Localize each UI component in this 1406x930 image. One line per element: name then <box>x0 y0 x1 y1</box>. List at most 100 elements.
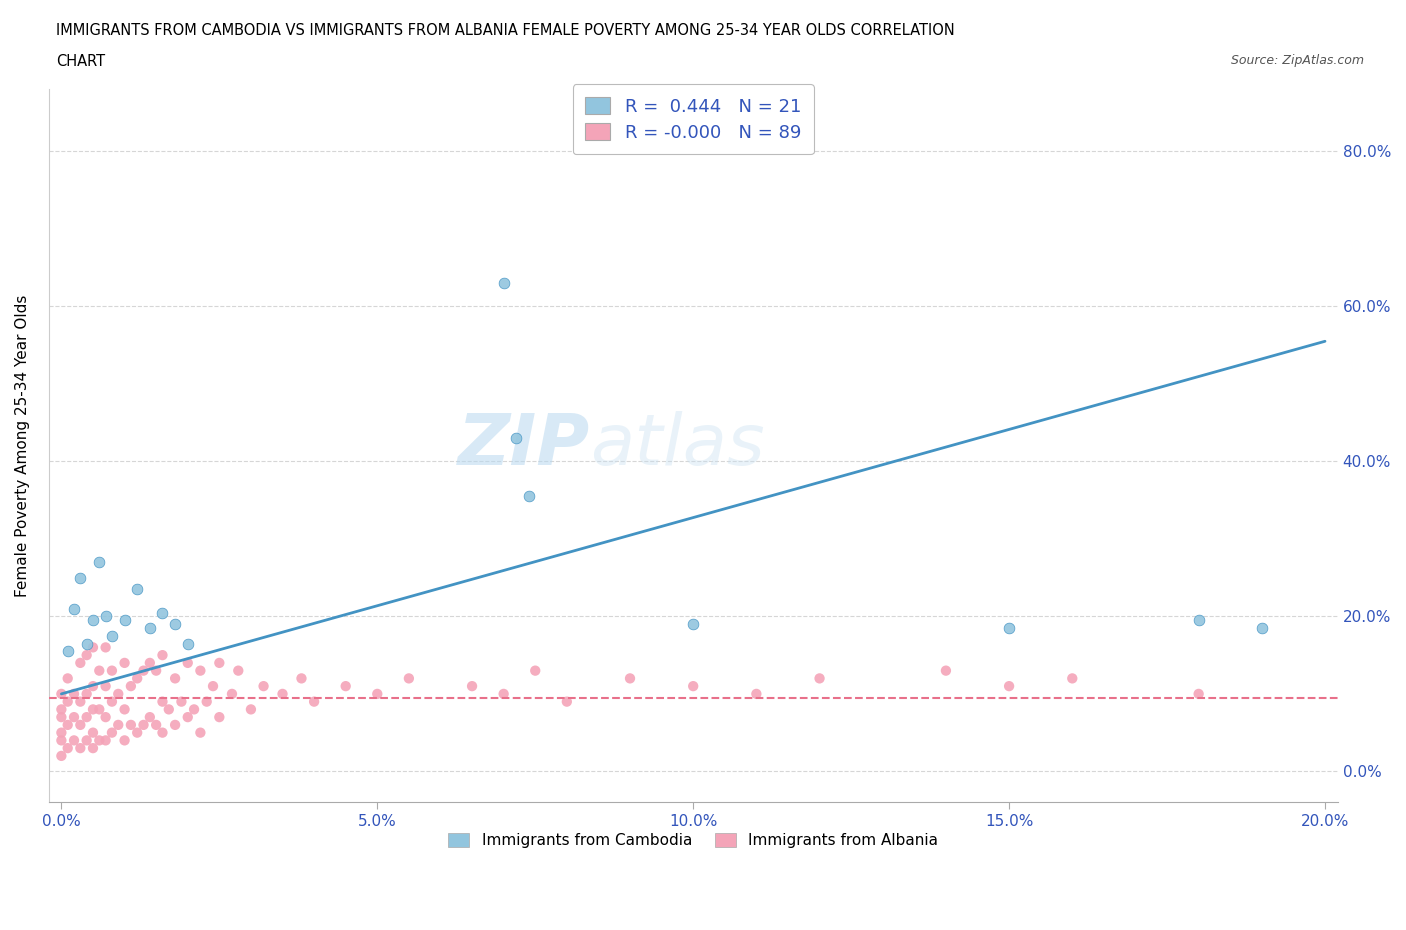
Point <box>51 749 73 764</box>
Point <box>107 717 129 732</box>
Point <box>998 679 1021 694</box>
Point <box>94 733 117 748</box>
Point <box>366 686 388 701</box>
Point <box>165 717 187 732</box>
Text: atlas: atlas <box>591 411 765 481</box>
Point <box>808 671 831 685</box>
Text: CHART: CHART <box>56 54 105 69</box>
Point <box>114 702 136 717</box>
Point <box>1188 686 1211 701</box>
Point <box>56 717 79 732</box>
Point <box>51 702 73 717</box>
Point <box>335 679 357 694</box>
Point <box>152 605 174 620</box>
Point <box>492 686 515 701</box>
Point <box>461 679 484 694</box>
Point <box>56 740 79 755</box>
Point <box>1188 613 1211 628</box>
Point <box>682 679 704 694</box>
Point <box>398 671 420 685</box>
Point <box>682 617 704 631</box>
Point <box>120 679 142 694</box>
Point <box>1062 671 1084 685</box>
Point <box>120 717 142 732</box>
Point <box>139 656 162 671</box>
Point <box>76 686 98 701</box>
Point <box>157 702 180 717</box>
Text: ZIP: ZIP <box>458 411 591 481</box>
Point <box>101 725 124 740</box>
Point <box>101 629 124 644</box>
Point <box>114 733 136 748</box>
Point <box>290 671 312 685</box>
Point <box>152 694 174 709</box>
Point <box>89 554 111 569</box>
Point <box>177 710 200 724</box>
Point <box>94 710 117 724</box>
Point <box>139 710 162 724</box>
Point <box>76 733 98 748</box>
Point <box>76 710 98 724</box>
Point <box>127 725 149 740</box>
Point <box>51 710 73 724</box>
Point <box>271 686 294 701</box>
Point <box>998 620 1021 635</box>
Point <box>252 679 274 694</box>
Point <box>101 694 124 709</box>
Point <box>165 671 187 685</box>
Point <box>145 717 167 732</box>
Point <box>302 694 325 709</box>
Point <box>170 694 193 709</box>
Point <box>132 663 155 678</box>
Point <box>69 740 91 755</box>
Point <box>619 671 641 685</box>
Point <box>165 617 187 631</box>
Point <box>63 601 86 616</box>
Point <box>152 725 174 740</box>
Point <box>69 717 91 732</box>
Point <box>94 609 117 624</box>
Point <box>63 710 86 724</box>
Point <box>127 671 149 685</box>
Point <box>745 686 768 701</box>
Point <box>76 647 98 662</box>
Point <box>51 725 73 740</box>
Text: Source: ZipAtlas.com: Source: ZipAtlas.com <box>1230 54 1364 67</box>
Point <box>82 613 104 628</box>
Point <box>202 679 225 694</box>
Point <box>177 636 200 651</box>
Point <box>145 663 167 678</box>
Point <box>555 694 578 709</box>
Point <box>63 686 86 701</box>
Point <box>177 656 200 671</box>
Point <box>127 582 149 597</box>
Point <box>935 663 957 678</box>
Point <box>101 663 124 678</box>
Point <box>190 725 212 740</box>
Point <box>89 733 111 748</box>
Point <box>56 694 79 709</box>
Point <box>152 647 174 662</box>
Point <box>94 640 117 655</box>
Point <box>139 620 162 635</box>
Point <box>195 694 218 709</box>
Point <box>190 663 212 678</box>
Point <box>1250 620 1272 635</box>
Point <box>208 656 231 671</box>
Point <box>94 679 117 694</box>
Point <box>82 702 104 717</box>
Point <box>114 656 136 671</box>
Text: IMMIGRANTS FROM CAMBODIA VS IMMIGRANTS FROM ALBANIA FEMALE POVERTY AMONG 25-34 Y: IMMIGRANTS FROM CAMBODIA VS IMMIGRANTS F… <box>56 23 955 38</box>
Point <box>76 636 98 651</box>
Point <box>107 686 129 701</box>
Point <box>89 702 111 717</box>
Y-axis label: Female Poverty Among 25-34 Year Olds: Female Poverty Among 25-34 Year Olds <box>15 295 30 597</box>
Point <box>183 702 205 717</box>
Point <box>69 570 91 585</box>
Point <box>69 656 91 671</box>
Legend: Immigrants from Cambodia, Immigrants from Albania: Immigrants from Cambodia, Immigrants fro… <box>437 822 949 859</box>
Point <box>114 613 136 628</box>
Point <box>524 663 547 678</box>
Point <box>492 275 515 290</box>
Point <box>63 733 86 748</box>
